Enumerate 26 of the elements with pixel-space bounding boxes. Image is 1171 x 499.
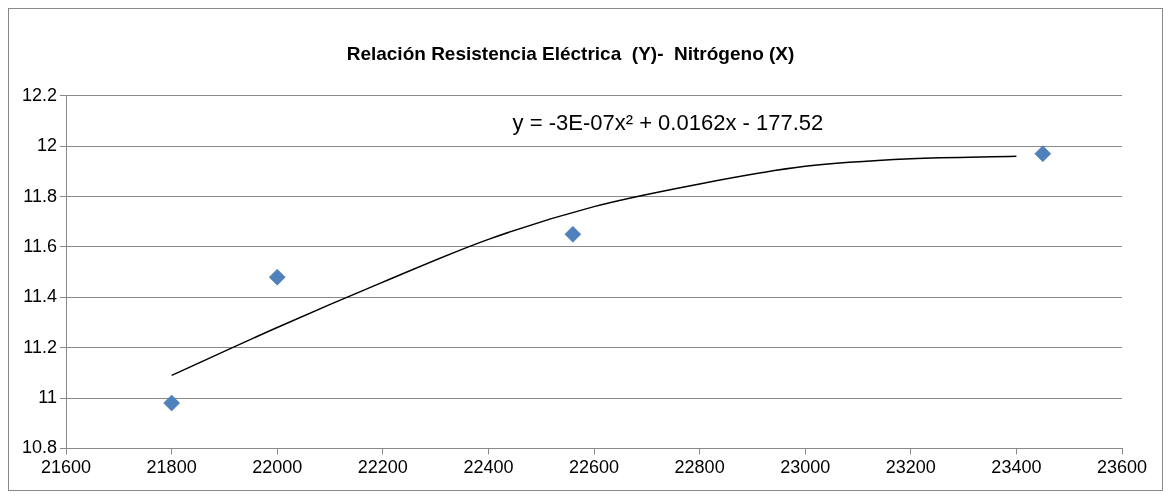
x-tick-label: 22400 — [463, 457, 514, 478]
x-tick-label: 22000 — [252, 457, 303, 478]
point — [564, 226, 582, 243]
y-tick-label: 11 — [38, 387, 58, 407]
line-series — [170, 155, 1018, 377]
x-tick-label: 23200 — [885, 457, 936, 478]
annotation: y = -3E-07x² + 0.0162x - 177.52 — [512, 109, 824, 135]
chart-title: Relación Resistencia Eléctrica (Y)- Nitrógeno (X) — [346, 42, 795, 64]
point — [1034, 145, 1052, 162]
x-tick-label: 21600 — [41, 457, 92, 478]
y-tick-label: 11.2 — [23, 336, 58, 357]
x-tick-label: 22800 — [674, 457, 725, 478]
y-tick-label: 10.8 — [21, 437, 58, 458]
point — [163, 394, 180, 412]
x-tick-label: 21800 — [146, 457, 197, 478]
point — [268, 268, 286, 286]
y-tick-label: 12 — [37, 135, 58, 156]
y-tick-label: 11.6 — [23, 235, 58, 256]
x-tick-label: 23000 — [780, 457, 831, 478]
x-tick-label: 22600 — [568, 457, 620, 478]
x-tick-label: 22200 — [357, 457, 408, 478]
y-tick-label: 12.2 — [21, 84, 58, 105]
y-tick-label: 11.8 — [23, 185, 58, 206]
x-tick-label: 23600 — [1096, 457, 1148, 478]
x-tick-label: 23400 — [991, 457, 1042, 478]
y-tick-label: 11.4 — [23, 286, 58, 307]
